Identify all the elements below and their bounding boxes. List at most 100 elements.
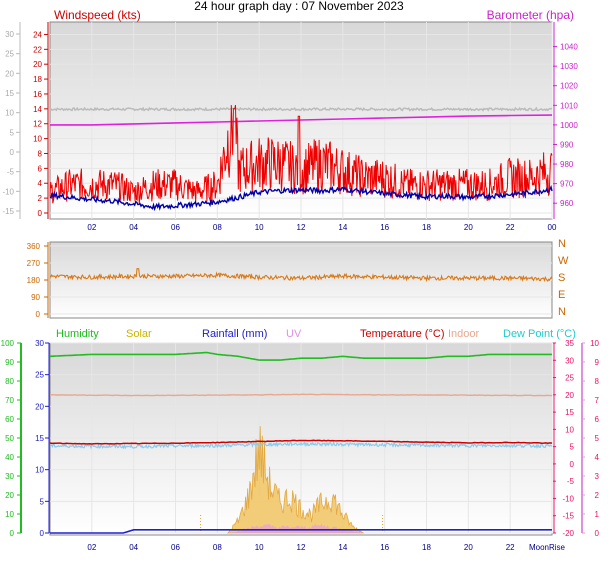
panel-wind-direction-series [49, 268, 553, 283]
tick-label: 0 [40, 529, 45, 538]
tick-label: 20 [35, 402, 44, 411]
tick-label: 15 [5, 89, 14, 98]
humidity-line [50, 351, 552, 361]
compass-label: W [558, 255, 569, 267]
tick-label: 4 [595, 453, 600, 462]
tick-label: 980 [560, 160, 574, 169]
windspeed-average-line [49, 184, 553, 212]
temperature-line [49, 439, 553, 445]
tick-label: 20 [5, 69, 14, 78]
tick-label: 22 [506, 543, 515, 552]
tick-label: -5 [7, 168, 15, 177]
solar-area [226, 426, 364, 534]
panel-temperature-x-axis: 02 04 06 08 10 12 14 16 18 20 22 MoonRise [87, 543, 565, 552]
compass-label: S [558, 272, 565, 284]
legend-item: Rainfall (mm) [202, 328, 267, 340]
tick-label: 10 [255, 543, 264, 552]
tick-label: 16 [380, 223, 389, 232]
tick-label: 30 [565, 356, 574, 365]
tick-label: -10 [2, 187, 14, 196]
tick-label: 3 [595, 472, 600, 481]
tick-label: 35 [565, 339, 574, 348]
compass-label: E [558, 289, 565, 301]
panel-temperature: Humidity Solar Rainfall (mm) UV Temperature … [1, 328, 600, 552]
tick-label: 4 [38, 179, 43, 188]
direction-degree-axis: 360 270 180 90 0 [27, 242, 49, 319]
tick-label: 16 [33, 90, 42, 99]
tick-label: 0 [570, 460, 575, 469]
tick-label: 10 [33, 135, 42, 144]
windspeed-label: Windspeed (kts) [54, 8, 141, 22]
tick-label: 5 [40, 497, 45, 506]
tick-label: 20 [565, 391, 574, 400]
wind-direction-line [49, 268, 553, 283]
tick-label: 5 [10, 128, 15, 137]
tick-label: 22 [33, 45, 42, 54]
tick-label: 16 [380, 543, 389, 552]
windspeed-outer-axis: 30 25 20 15 10 5 0 -5 -10 -15 [2, 22, 21, 219]
tick-label: 1040 [560, 43, 578, 52]
chart-title: 24 hour graph day : 07 November 2023 [194, 0, 404, 13]
tick-label: 08 [213, 223, 222, 232]
tick-label: 14 [338, 223, 347, 232]
tick-label: 70 [5, 396, 14, 405]
tick-label: 30 [5, 30, 14, 39]
tick-label: 6 [595, 415, 600, 424]
tick-label: 15 [35, 434, 44, 443]
tick-label: 2 [38, 194, 43, 203]
tick-label: -20 [562, 529, 574, 538]
tick-label: 20 [464, 543, 473, 552]
panel-wind-direction-grid [50, 245, 552, 315]
panel-wind-baro-series [49, 105, 553, 212]
tick-label: 30 [35, 339, 44, 348]
tick-label: 0 [10, 148, 15, 157]
tick-label: 20 [464, 223, 473, 232]
panel-temperature-series [49, 351, 553, 534]
tick-label: 1010 [560, 101, 578, 110]
tick-label: 20 [33, 60, 42, 69]
tick-label: 18 [422, 543, 431, 552]
panel-temperature-axes: 1009080706050403020100302520151050353025… [1, 339, 600, 538]
tick-label: 08 [213, 543, 222, 552]
tick-label: 50 [5, 434, 14, 443]
tick-label: 25 [565, 374, 574, 383]
legend-item: Solar [126, 328, 152, 340]
tick-label: 15 [565, 408, 574, 417]
tick-label: 270 [27, 259, 41, 268]
tick-label: 100 [1, 339, 15, 348]
tick-label: 80 [5, 377, 14, 386]
tick-label: 22 [506, 223, 515, 232]
tick-label: 1020 [560, 82, 578, 91]
rainfall-line [50, 528, 552, 534]
tick-label: 8 [595, 377, 600, 386]
tick-label: 10 [35, 466, 44, 475]
tick-label: 180 [27, 276, 41, 285]
tick-label: -5 [567, 477, 575, 486]
tick-label: 12 [297, 543, 306, 552]
tick-label: 0 [36, 310, 41, 319]
tick-label: 1000 [560, 121, 578, 130]
tick-label: 1030 [560, 62, 578, 71]
tick-label: 10 [255, 223, 264, 232]
tick-label: 14 [33, 105, 42, 114]
tick-label: 5 [570, 443, 575, 452]
tick-label: 360 [27, 242, 41, 251]
tick-label: 12 [297, 223, 306, 232]
barometer-label: Barometer (hpa) [487, 8, 574, 22]
tick-label: 06 [171, 543, 180, 552]
tick-label: 960 [560, 199, 574, 208]
tick-label: 10 [5, 510, 14, 519]
tick-label: MoonRise [529, 543, 566, 552]
tick-label: 6 [38, 164, 43, 173]
tick-label: 18 [33, 75, 42, 84]
tick-label: 02 [87, 543, 96, 552]
tick-label: 25 [35, 371, 44, 380]
compass-label: N [558, 238, 566, 250]
tick-label: 12 [33, 120, 42, 129]
legend-item: UV [286, 328, 302, 340]
tick-label: 9 [595, 358, 600, 367]
